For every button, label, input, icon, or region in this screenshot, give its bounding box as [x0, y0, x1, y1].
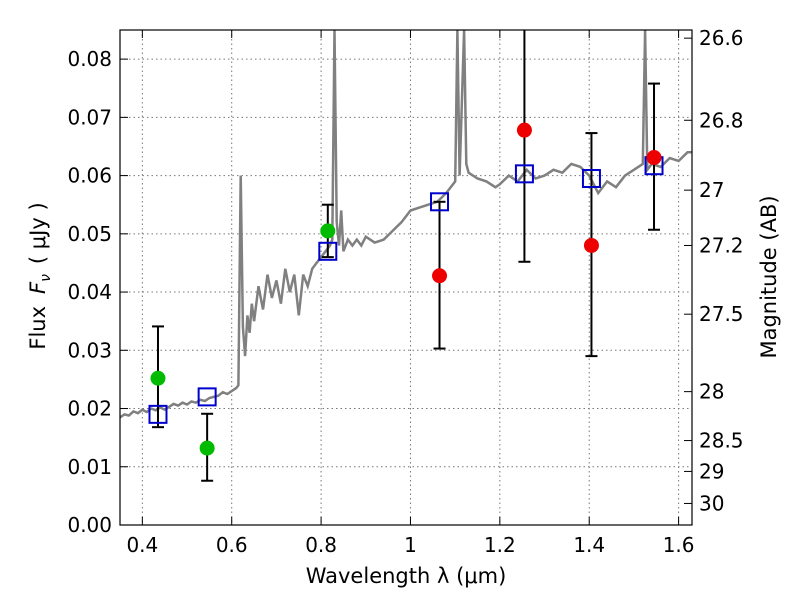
model-square-marker	[318, 241, 338, 261]
model-square-marker	[430, 192, 450, 212]
model-square-marker	[514, 164, 534, 184]
y-tick-label: 0.01	[67, 455, 112, 479]
y2-tick-label: 28.5	[699, 429, 744, 453]
red-data-point	[516, 122, 532, 138]
y2-tick-label: 27.2	[699, 233, 744, 257]
y2-tick-label: 30	[699, 491, 724, 515]
y2-tick-label: 29	[699, 459, 724, 483]
model-square-marker	[197, 387, 217, 407]
red-data-point	[432, 268, 448, 284]
x-tick-label: 1	[404, 533, 417, 557]
x-tick-label: 1.2	[484, 533, 516, 557]
y-tick-label: 0.07	[67, 105, 112, 129]
x-tick-label: 0.4	[126, 533, 158, 557]
green-data-point	[199, 440, 215, 456]
y-tick-label: 0.04	[67, 280, 112, 304]
y2-tick-label: 27	[699, 178, 724, 202]
y2-tick-label: 26.6	[699, 26, 744, 50]
plot-frame	[119, 29, 693, 526]
y-tick-label: 0.05	[67, 222, 112, 246]
y2-tick-label: 27.5	[699, 302, 744, 326]
y-tick-label: 0.03	[67, 338, 112, 362]
y-axis-title: FluxFν( μJy )	[26, 202, 54, 349]
x-tick-label: 0.8	[305, 533, 337, 557]
y-tick-label: 0.08	[67, 47, 112, 71]
y-tick-label: 0.02	[67, 397, 112, 421]
axis-ticks: 0.4 0.6 0.8 1 1.2 1.4 1.6 0.00 0.01 0.02 0.03 0.04 0…	[67, 26, 743, 557]
red-data-point	[646, 150, 662, 166]
x-axis-title: Wavelength λ (μm)	[306, 564, 507, 588]
y-tick-label: 0.00	[67, 513, 112, 537]
green-data-point	[150, 370, 166, 386]
model-square-marker	[581, 169, 601, 188]
x-tick-label: 1.4	[573, 533, 605, 557]
model-square-marker	[148, 404, 168, 424]
grid-lines	[120, 30, 692, 526]
plot-area	[120, 30, 692, 419]
model-spectrum-line	[120, 30, 692, 419]
x-tick-label: 1.6	[663, 533, 695, 557]
red-data-point	[583, 237, 599, 253]
data-markers	[148, 30, 664, 482]
y-tick-label: 0.06	[67, 164, 112, 188]
y2-axis-title: Magnitude (AB)	[757, 195, 781, 358]
y2-tick-label: 28	[699, 380, 724, 404]
x-tick-label: 0.6	[216, 533, 248, 557]
y2-tick-label: 26.8	[699, 108, 744, 132]
green-data-point	[320, 223, 336, 239]
